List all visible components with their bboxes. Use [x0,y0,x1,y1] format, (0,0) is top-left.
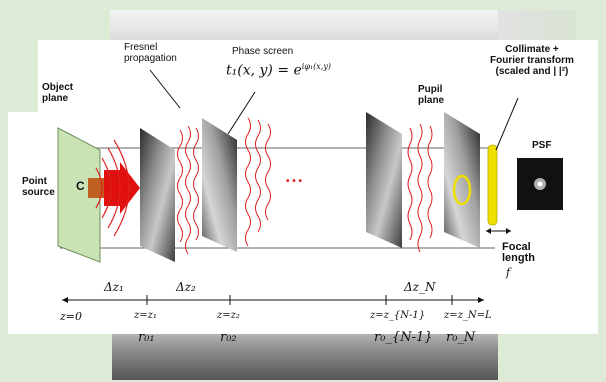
r0N1-label: r₀_{N-1} [374,330,433,345]
dzN-label: Δz_N [404,280,436,294]
fresnel-wavefronts-1 [177,125,199,255]
r02-label: r₀₂ [220,330,237,345]
collimating-lens [487,144,498,226]
focal-length-label: Focal length [502,241,535,264]
collimate-pointer [495,97,519,151]
psf-label: PSF [532,140,552,151]
phase-screen-1 [140,128,175,262]
fresnel-wavefronts-3 [407,123,433,253]
zN-label: z=z_N=L [444,310,492,321]
fresnel-label: Fresnel propagation [124,42,177,64]
z2-label: z=z₂ [217,310,240,321]
phase-formula-base: t₁(x, y) = e [226,62,302,79]
focal-arrowhead-right [506,228,511,234]
object-plane [57,127,101,263]
phase-screen-label: Phase screen [232,46,294,57]
source-block [88,178,104,198]
z-arrowhead-right [478,297,484,303]
z0-label: z=0 [60,310,83,323]
source-arrow [104,162,140,214]
diagram-panel-main [8,112,598,334]
dz2-label: Δz₂ [176,280,196,294]
point-source-label: Point source [22,176,55,198]
background-photo-bottom [112,332,498,380]
phase-screen-2 [202,118,237,252]
fresnel-pointer [149,69,181,109]
source-mark-label: C [76,179,85,193]
fresnel-wavefronts-2 [245,117,271,247]
focal-symbol: f [506,266,511,279]
pupil-ring [452,174,472,206]
phase-screen-n1 [366,112,402,248]
r0N-label: r₀_N [446,330,476,345]
z-arrowhead-left [62,297,68,303]
pupil-plane-label: Pupil plane [418,84,445,106]
phase-screen-formula: t₁(x, y) = eiφ₁(x,y) [226,62,331,79]
zN1-label: z=z_{N-1} [370,310,426,321]
object-plane-label: Object plane [42,82,74,104]
continuation-dots: • • • [286,176,303,187]
pupil-screen [444,112,480,248]
background-photo-top [110,10,498,42]
focal-arrowhead-left [486,228,491,234]
collimate-label: Collimate + Fourier transform (scaled an… [490,44,574,77]
phase-screen-pointer [227,91,256,135]
dz1-label: Δz₁ [104,280,124,294]
psf-core [537,181,543,187]
source-wavefronts [95,139,130,237]
z1-label: z=z₁ [134,310,157,321]
phase-formula-exponent: iφ₁(x,y) [301,62,331,71]
r01-label: r₀₁ [138,330,155,345]
diagram-panel-upper [38,40,598,112]
